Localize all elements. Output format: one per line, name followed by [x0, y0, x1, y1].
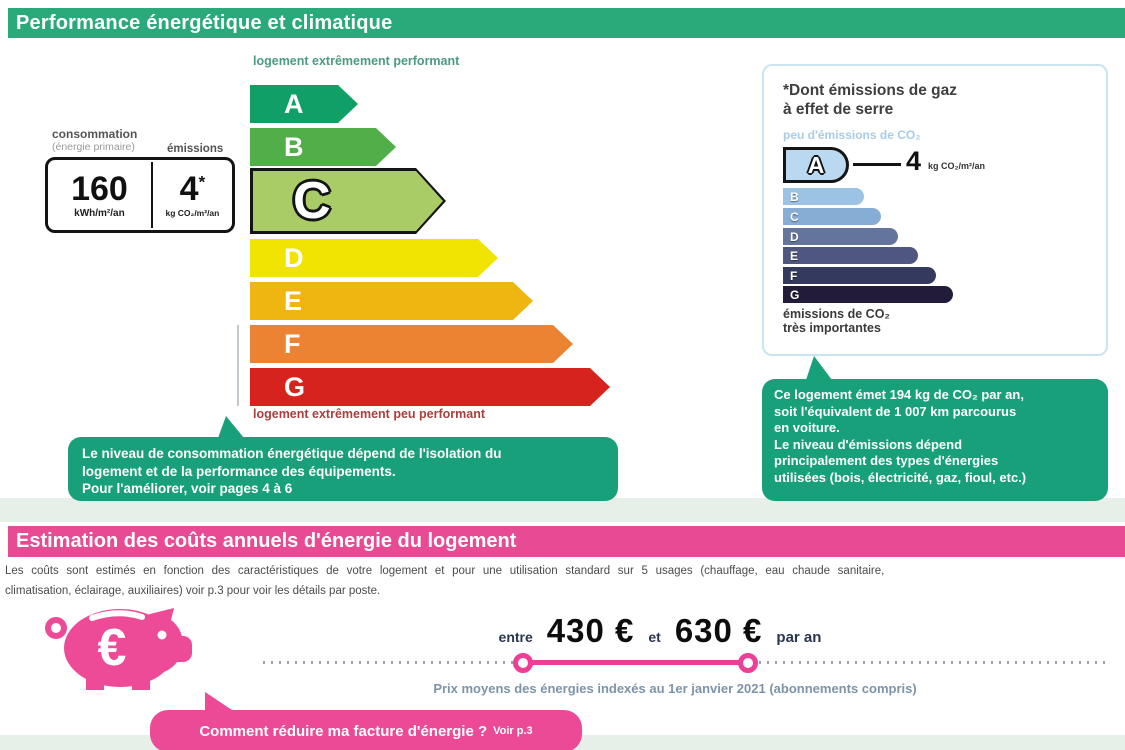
ges-class-letter-current: A [807, 151, 825, 178]
ges-low-emissions-label: peu d'émissions de CO₂ [783, 128, 921, 142]
energy-class-letter: B [284, 131, 304, 162]
energy-class-arrow-d: D [250, 239, 498, 277]
ges-class-letter: B [790, 189, 799, 204]
costs-description-line2: climatisation, éclairage, auxiliaires) v… [5, 585, 381, 597]
energy-class-letter: F [284, 328, 301, 359]
scale-side-divider [237, 325, 239, 406]
cta-pointer [205, 692, 235, 712]
footnote-star: * [198, 172, 206, 192]
ges-note-bold-line1: Ce logement émet 194 kg de CO₂ par an, [774, 387, 1024, 402]
costs-description-line1: Les coûts sont estimés en fonction des c… [5, 565, 885, 577]
cost-max-value: 630 € [674, 612, 763, 649]
reduce-bill-callout: Comment réduire ma facture d'énergie ? V… [150, 710, 582, 750]
ges-class-bar-g: G [783, 286, 953, 303]
reduce-bill-label: Comment réduire ma facture d'énergie ? [199, 722, 488, 740]
ges-title-line2: à effet de serre [783, 100, 894, 118]
consumption-unit: kWh/m²/an [74, 207, 125, 219]
euro-symbol: € [98, 619, 127, 677]
energy-note-line2: logement et de la performance des équipe… [82, 463, 396, 479]
energy-class-row-b: B [250, 128, 396, 166]
cost-min-value: 430 € [546, 612, 635, 649]
ges-class-letter: F [790, 268, 798, 283]
consumption-value-box: 160 kWh/m²/an 4* kg CO₂/m²/an [45, 157, 235, 233]
ges-class-letter: C [790, 209, 799, 224]
reduce-bill-page-ref: Voir p.3 [493, 725, 533, 737]
ges-note-bold-line2: soit l'équivalent de 1 007 km parcourus [774, 403, 1017, 419]
energy-scale-bottom-label: logement extrêmement peu performant [253, 407, 485, 421]
value-box-divider [150, 162, 153, 228]
consumption-sublabel: (énergie primaire) [52, 141, 135, 153]
costs-section-title: Estimation des coûts annuels d'énergie d… [16, 530, 517, 552]
ges-high-line1: émissions de CO₂ [783, 307, 890, 321]
energy-class-arrow-g: G [250, 368, 610, 406]
consumption-label: consommation [52, 127, 138, 141]
ges-high-line2: très importantes [783, 321, 881, 336]
ges-class-bar-d: D [783, 228, 898, 245]
ges-class-letter: G [790, 287, 800, 302]
ges-note-callout: Ce logement émet 194 kg de CO₂ par an, s… [762, 379, 1108, 501]
emissions-value: 4* [179, 170, 206, 208]
between-label: entre [498, 629, 533, 645]
energy-class-arrow-f: F [250, 325, 573, 363]
cost-range-segment [523, 660, 748, 665]
ges-class-bar-b: B [783, 188, 864, 205]
energy-class-arrow-a: A [250, 85, 358, 123]
ges-note-bold-line3: en voiture. [774, 420, 840, 435]
consumption-cell: 160 kWh/m²/an [48, 160, 151, 230]
energy-class-arrow-c-border: C [250, 168, 446, 234]
energy-class-row-d: D [250, 239, 498, 277]
energy-class-row-c-current: C [250, 168, 446, 234]
emissions-cell: 4* kg CO₂/m²/an [153, 160, 232, 230]
section-title: Performance énergétique et climatique [16, 11, 393, 34]
energy-class-arrow-c: C [253, 171, 443, 231]
piggy-bank-icon: € [45, 608, 192, 690]
cost-range-min-marker [513, 653, 533, 673]
ges-panel-title: *Dont émissions de gaz à effet de serre [783, 82, 957, 119]
ges-high-emissions-label: émissions de CO₂ très importantes [783, 307, 890, 336]
energy-note-line1: Le niveau de consommation énergétique dé… [82, 446, 502, 461]
energy-class-letter: G [284, 371, 306, 402]
energy-class-letter: A [284, 88, 304, 119]
mint-band-top [0, 498, 1125, 522]
energy-note-line3: Pour l'améliorer, voir pages 4 à 6 [82, 481, 293, 497]
and-label: et [648, 629, 661, 645]
energy-note-callout: Le niveau de consommation énergétique dé… [68, 437, 618, 501]
ges-class-arrow-a-current: A [783, 147, 849, 183]
energy-class-arrow-e: E [250, 282, 533, 320]
consumption-value: 160 [71, 169, 128, 208]
ges-value-connector-line [853, 163, 901, 166]
energy-class-row-e: E [250, 282, 533, 320]
ges-class-bar-f: F [783, 267, 936, 284]
ges-note-pointer [806, 356, 832, 380]
ges-title-line1: *Dont émissions de gaz [783, 82, 957, 99]
cost-range-max-marker [738, 653, 758, 673]
ges-class-letter: E [790, 248, 799, 263]
section-header-performance: Performance énergétique et climatique [8, 8, 1125, 38]
price-index-note: Prix moyens des énergies indexés au 1er … [433, 681, 917, 696]
ges-note-line1: Le niveau d'émissions dépend [774, 436, 963, 452]
ges-class-letter: D [790, 229, 799, 244]
ges-class-bar-e: E [783, 247, 918, 264]
emissions-label: émissions [167, 143, 224, 155]
energy-note-pointer [218, 416, 244, 438]
ges-note-line3: utilisées (bois, électricité, gaz, fioul… [774, 469, 1027, 485]
energy-class-letter-current: C [293, 172, 331, 230]
emissions-unit: kg CO₂/m²/an [165, 208, 220, 218]
energy-class-letter: E [284, 285, 303, 316]
per-year-label: par an [776, 629, 822, 646]
energy-class-arrow-b: B [250, 128, 396, 166]
energy-class-row-f: F [250, 325, 573, 363]
section-header-costs: Estimation des coûts annuels d'énergie d… [8, 526, 1125, 557]
ges-value-unit: kg CO₂/m²/an [928, 161, 986, 171]
ges-value: 4 [906, 146, 922, 176]
energy-class-row-a: A [250, 85, 358, 123]
energy-class-letter: D [284, 242, 304, 273]
cost-range-row: entre 430 € et 630 € par an [430, 612, 890, 650]
ges-class-bar-c: C [783, 208, 881, 225]
energy-scale-top-label: logement extrêmement performant [253, 54, 460, 68]
energy-class-row-g: G [250, 368, 610, 406]
ges-note-line2: principalement des types d'énergies [774, 453, 999, 468]
